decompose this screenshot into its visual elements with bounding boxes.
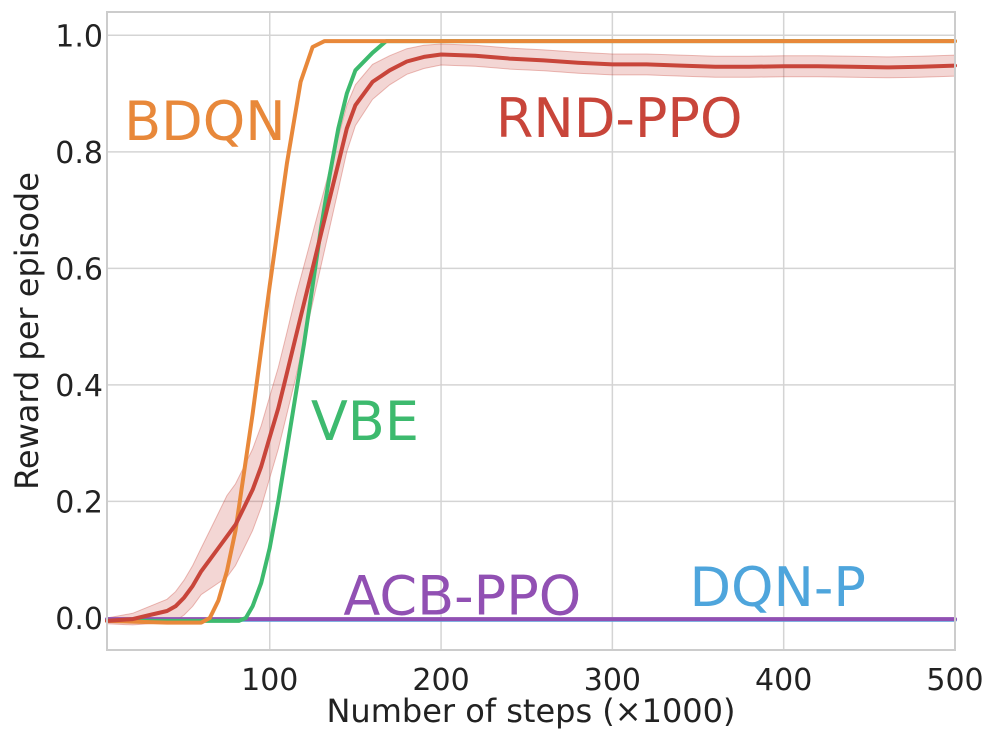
x-tick-label: 300 <box>584 663 641 698</box>
series-lines <box>105 39 957 625</box>
x-tick-label: 500 <box>926 663 983 698</box>
x-tick-label: 400 <box>755 663 812 698</box>
series-annotations: BDQN RND-PPO VBE ACB-PPO DQN-P <box>124 87 866 628</box>
acb-ppo-label: ACB-PPO <box>343 565 581 628</box>
gridlines <box>107 12 956 650</box>
x-tick-labels: 100 200 300 400 500 <box>241 663 984 698</box>
x-tick-label: 200 <box>412 663 469 698</box>
rnd-ppo-label: RND-PPO <box>496 87 743 150</box>
plot-background <box>107 12 955 650</box>
y-tick-label: 0.0 <box>55 602 103 637</box>
y-axis-label: Reward per episode <box>8 172 46 490</box>
y-tick-label: 0.4 <box>55 369 103 404</box>
rnd-ppo-line <box>105 52 957 623</box>
bdqn-label: BDQN <box>124 90 286 153</box>
bdqn-line <box>105 39 957 625</box>
y-tick-label: 1.0 <box>55 19 103 54</box>
dqn-p-label: DQN-P <box>689 556 866 619</box>
plot-frame <box>106 11 956 651</box>
y-tick-label: 0.2 <box>55 485 103 520</box>
y-tick-labels: 0.0 0.2 0.4 0.6 0.8 1.0 <box>55 19 103 637</box>
y-tick-label: 0.6 <box>55 252 103 287</box>
vbe-label: VBE <box>311 390 419 453</box>
x-tick-label: 100 <box>241 663 298 698</box>
y-tick-label: 0.8 <box>55 136 103 171</box>
x-axis-label: Number of steps (×1000) <box>326 692 735 730</box>
